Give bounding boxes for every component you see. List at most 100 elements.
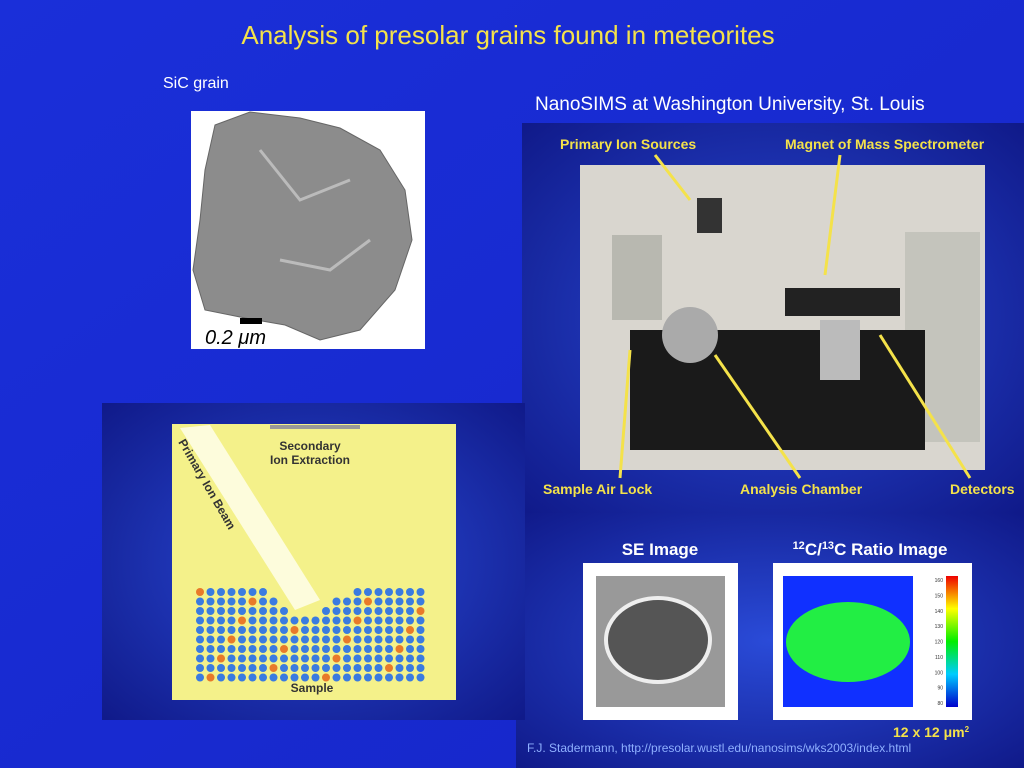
chamber — [662, 307, 718, 363]
atom — [206, 664, 215, 672]
atom — [343, 626, 351, 634]
atom — [227, 673, 236, 682]
atom — [406, 635, 414, 644]
atom — [364, 607, 372, 615]
photo-label: Detectors — [950, 481, 1015, 497]
atom — [374, 616, 383, 625]
atom — [353, 654, 362, 663]
atom — [395, 664, 404, 672]
atom — [217, 597, 225, 606]
atom — [322, 673, 330, 682]
nanosims-label: NanoSIMS at Washington University, St. L… — [535, 94, 925, 115]
atom — [196, 597, 204, 606]
atom — [259, 607, 267, 615]
atom — [238, 597, 246, 606]
atom — [395, 588, 404, 596]
atom — [343, 607, 351, 615]
atom — [364, 664, 372, 672]
atom — [206, 654, 215, 663]
diagram-label: Sample — [291, 681, 334, 695]
atom — [269, 664, 278, 672]
atom — [290, 673, 299, 682]
atom — [374, 588, 383, 596]
atom — [322, 654, 330, 663]
atom — [353, 616, 362, 625]
atom — [238, 588, 246, 596]
atom — [343, 664, 351, 672]
photo-label: Analysis Chamber — [740, 481, 863, 497]
atom — [332, 635, 341, 644]
atom — [248, 654, 257, 663]
atom — [311, 645, 320, 653]
atom — [259, 654, 267, 663]
atom — [332, 607, 341, 615]
atom — [374, 664, 383, 672]
atom — [301, 673, 309, 682]
colorbar-tick: 120 — [935, 640, 944, 646]
atom — [280, 673, 288, 682]
atom — [280, 654, 288, 663]
atom — [217, 645, 225, 653]
atom — [238, 664, 246, 672]
atom — [385, 616, 393, 625]
atom — [406, 664, 414, 672]
atom — [259, 673, 267, 682]
atom — [280, 664, 288, 672]
atom — [290, 626, 299, 634]
atom — [385, 607, 393, 615]
atom — [269, 597, 278, 606]
txt: C Ratio Image — [834, 540, 947, 559]
grain-ridges — [258, 149, 371, 272]
atom — [343, 635, 351, 644]
atom — [238, 673, 246, 682]
title: Analysis of presolar grains found in met… — [241, 20, 774, 50]
atom — [206, 607, 215, 615]
txt: 12 x 12 μm — [893, 724, 965, 740]
atom — [259, 645, 267, 653]
atom — [311, 664, 320, 672]
atom — [311, 635, 320, 644]
atom — [322, 616, 330, 625]
atom — [385, 654, 393, 663]
colorbar-tick: 80 — [937, 701, 943, 707]
atom — [217, 673, 225, 682]
atom — [269, 635, 278, 644]
atom — [332, 664, 341, 672]
atom — [259, 626, 267, 634]
atom — [196, 626, 204, 634]
atom — [238, 616, 246, 625]
atom — [206, 588, 215, 596]
atom — [290, 635, 299, 644]
atom — [206, 645, 215, 653]
atom — [301, 626, 309, 634]
atom — [248, 597, 257, 606]
se-grain — [604, 596, 712, 684]
photo-label: Sample Air Lock — [543, 481, 652, 497]
colorbar — [946, 576, 958, 707]
atom — [227, 607, 236, 615]
atom — [227, 645, 236, 653]
atom — [301, 664, 309, 672]
atom — [406, 607, 414, 615]
atom — [238, 654, 246, 663]
atom — [343, 645, 351, 653]
atom — [385, 664, 393, 672]
atom — [227, 654, 236, 663]
atom — [301, 616, 309, 625]
atom — [311, 654, 320, 663]
atom — [238, 607, 246, 615]
atom — [364, 645, 372, 653]
atom — [248, 673, 257, 682]
atom — [332, 654, 341, 663]
atom — [395, 635, 404, 644]
atom — [395, 673, 404, 682]
atom — [301, 645, 309, 653]
atom — [217, 664, 225, 672]
atom — [280, 607, 288, 615]
atom — [332, 673, 341, 682]
atom — [196, 588, 204, 596]
atom — [416, 607, 425, 615]
photo-label: Primary Ion Sources — [560, 136, 696, 152]
atom — [353, 588, 362, 596]
